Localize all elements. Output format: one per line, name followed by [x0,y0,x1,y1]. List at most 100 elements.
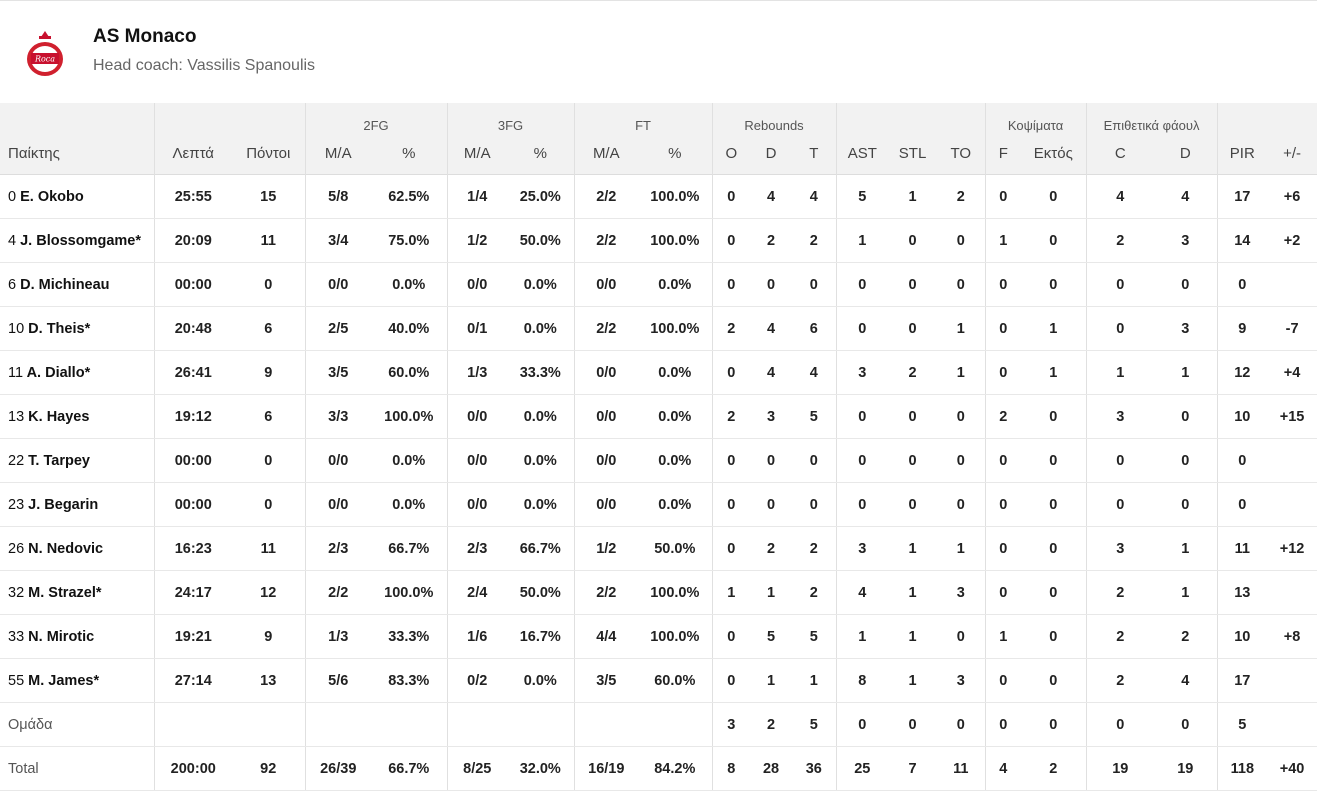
player-name-link[interactable]: E. Okobo [20,188,84,205]
cell-foul-d: 0 [1154,702,1218,747]
cell-2fg-ma: 3/3 [304,394,371,439]
cell-pir: 12 [1216,350,1268,395]
cell-minutes: 27:14 [153,658,232,703]
column-header-ast[interactable]: AST [835,133,889,175]
cell-2fg-pct: 100.0% [371,394,448,439]
column-header-plus-minus[interactable]: +/- [1267,133,1317,175]
cell-minutes: 200:00 [153,746,232,791]
cell-reb-t: 4 [792,350,837,395]
cell-reb-d: 2 [750,218,793,263]
column-header-3fg-pct[interactable]: % [507,133,575,175]
cell-reb-o: 0 [711,350,751,395]
column-header-minutes[interactable]: Λεπτά [153,133,232,175]
column-header-points[interactable]: Πόντοι [232,133,305,175]
group-3fg: 3FG [446,103,575,133]
player-name-link[interactable]: D. Theis* [28,320,91,337]
cell-2fg-pct: 83.3% [371,658,448,703]
cell-foul-c: 0 [1085,262,1155,307]
cell-ft-pct: 0.0% [638,438,713,483]
group-fouls: Επιθετικά φάουλ [1085,103,1218,133]
cell-blk-f: 1 [984,218,1022,263]
cell-points: 92 [232,746,305,791]
cell-foul-c: 19 [1085,746,1155,791]
cell-pir: 0 [1216,262,1268,307]
group-empty-3 [835,103,986,133]
cell-blk-f: 0 [984,570,1022,615]
column-header-reb-t[interactable]: T [792,133,837,175]
column-header-player[interactable]: Παίκτης [0,133,154,175]
cell-minutes: 20:48 [153,306,232,351]
player-name-link[interactable]: M. Strazel* [28,584,102,601]
cell-points: 0 [232,482,305,527]
cell-ft-pct: 100.0% [638,218,713,263]
cell-foul-d: 0 [1154,262,1218,307]
table-row: 26 N. Nedovic 16:23 11 2/3 66.7% 2/3 66.7% 1/2 5… [0,526,1317,571]
cell-foul-d: 1 [1154,526,1218,571]
column-header-blk-f[interactable]: F [984,133,1022,175]
column-header-stl[interactable]: STL [888,133,938,175]
player-number: 33 [8,628,25,645]
cell-ft-pct: 60.0% [638,658,713,703]
cell-points: 11 [232,526,305,571]
player-name-link[interactable]: J. Begarin [28,496,99,513]
cell-to: 0 [937,438,986,483]
column-header-pir[interactable]: PIR [1216,133,1268,175]
cell-ft-ma: 0/0 [573,262,639,307]
cell-stl: 2 [888,350,938,395]
cell-points: 6 [232,306,305,351]
player-name-link[interactable]: N. Nedovic [28,540,104,557]
table-row: 32 M. Strazel* 24:17 12 2/2 100.0% 2/4 50.0% 2/… [0,570,1317,615]
column-header-foul-d[interactable]: D [1154,133,1218,175]
head-coach: Head coach: Vassilis Spanoulis [93,57,316,74]
cell-reb-t: 2 [792,218,837,263]
cell-to: 0 [937,482,986,527]
cell-3fg-ma: 0/0 [446,482,508,527]
cell-plus-minus [1267,570,1317,615]
cell-reb-d: 4 [750,306,793,351]
player-name-link[interactable]: D. Michineau [20,276,110,293]
column-header-blk-against[interactable]: Εκτός [1021,133,1087,175]
column-header-foul-c[interactable]: C [1085,133,1155,175]
column-header-to[interactable]: TO [937,133,986,175]
column-header-ft-ma[interactable]: M/A [573,133,639,175]
column-header-3fg-ma[interactable]: M/A [446,133,508,175]
player-name-link[interactable]: K. Hayes [28,408,90,425]
cell-3fg-pct: 0.0% [507,482,575,527]
table-row: 10 D. Theis* 20:48 6 2/5 40.0% 0/1 0.0% 2/2 100.… [0,306,1317,351]
cell-2fg-pct: 33.3% [371,614,448,659]
cell-3fg-ma: 0/0 [446,262,508,307]
cell-ft-pct: 0.0% [638,482,713,527]
cell-stl: 7 [888,746,938,791]
column-header-2fg-pct[interactable]: % [371,133,448,175]
cell-2fg-pct: 66.7% [371,746,448,791]
cell-points: 12 [232,570,305,615]
cell-foul-d: 4 [1154,174,1218,219]
cell-blk-against: 0 [1021,218,1087,263]
cell-blk-f: 0 [984,702,1022,747]
cell-pir: 11 [1216,526,1268,571]
player-name-link[interactable]: N. Mirotic [28,628,95,645]
cell-ft-ma: 2/2 [573,570,639,615]
player-name-link[interactable]: T. Tarpey [28,452,90,469]
column-header-2fg-ma[interactable]: M/A [304,133,371,175]
column-header-ft-pct[interactable]: % [638,133,713,175]
group-rebounds: Rebounds [711,103,837,133]
cell-3fg-pct: 66.7% [507,526,575,571]
cell-to: 2 [937,174,986,219]
player-name-link[interactable]: J. Blossomgame* [20,232,141,249]
team-header: Roca AS Monaco Head coach: Vassilis Span… [0,0,1317,103]
cell-blk-f: 1 [984,614,1022,659]
cell-blk-against: 0 [1021,174,1087,219]
column-header-reb-d[interactable]: D [750,133,793,175]
player-name-link[interactable]: M. James* [28,672,100,689]
column-header-reb-o[interactable]: O [711,133,751,175]
player-name-link[interactable]: A. Diallo* [26,364,91,381]
cell-stl: 0 [888,218,938,263]
cell-reb-d: 3 [750,394,793,439]
cell-blk-against: 0 [1021,570,1087,615]
cell-2fg-pct: 0.0% [371,438,448,483]
cell-3fg-ma: 0/2 [446,658,508,703]
cell-reb-d: 1 [750,570,793,615]
player-number: 22 [8,452,25,469]
cell-2fg-ma: 3/4 [304,218,371,263]
